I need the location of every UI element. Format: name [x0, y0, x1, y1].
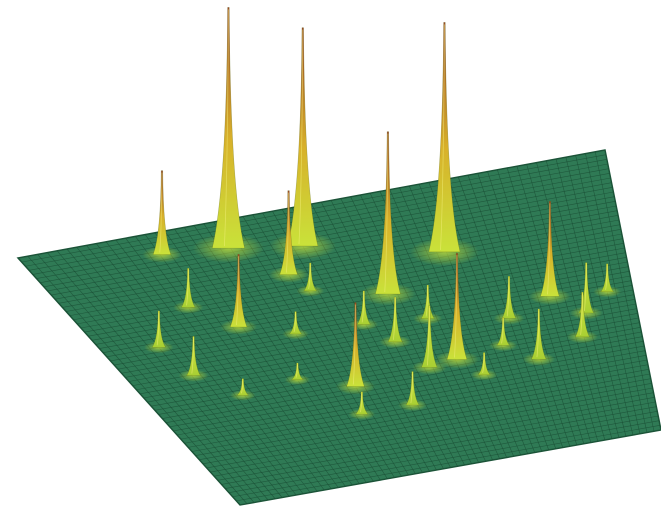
mesh-line	[206, 387, 653, 469]
mesh-line	[555, 158, 627, 437]
peak-spike	[186, 336, 201, 376]
peak-highlight	[580, 294, 583, 335]
peak-highlight	[547, 203, 551, 295]
peak-highlight	[361, 292, 365, 323]
peak-highlight	[236, 256, 239, 326]
mesh-line	[210, 392, 654, 473]
peak-highlight	[352, 304, 356, 385]
peak-highlight	[426, 307, 430, 366]
peak-highlight	[506, 278, 510, 317]
peak-spike	[152, 170, 172, 255]
peak-highlight	[440, 24, 445, 250]
peak-spike	[356, 290, 371, 325]
peak-highlight	[293, 313, 296, 333]
peak-highlight	[285, 192, 289, 273]
peak-highlight	[392, 299, 396, 340]
peak-spike	[151, 310, 166, 348]
peak-highlight	[298, 29, 304, 245]
peak-highlight	[482, 354, 485, 373]
peak-highlight	[223, 9, 229, 247]
peak-highlight	[501, 319, 504, 344]
peak-spike	[181, 268, 196, 308]
peak-highlight	[186, 270, 189, 306]
mesh-line	[239, 429, 661, 506]
peak-spike	[287, 27, 319, 247]
mesh-line	[526, 164, 606, 441]
peaks-group	[142, 7, 622, 420]
peak-highlight	[240, 380, 244, 394]
peak-spike	[531, 308, 547, 360]
peak-highlight	[159, 172, 163, 253]
peak-highlight	[359, 393, 363, 413]
mesh-line	[228, 415, 659, 493]
peak-spike	[501, 276, 517, 319]
peak-spike	[428, 22, 461, 253]
peak-highlight	[156, 312, 160, 346]
peak-spike	[279, 190, 298, 275]
peak-spike	[421, 305, 438, 368]
peak-highlight	[583, 264, 587, 312]
mesh-line	[214, 397, 655, 477]
mesh-line	[217, 401, 656, 481]
peak-highlight	[605, 265, 608, 290]
peak-spike	[387, 296, 403, 343]
peak-spike	[229, 254, 248, 328]
mesh-line	[202, 383, 652, 465]
peak-highlight	[410, 373, 413, 404]
peak-highlight	[454, 255, 458, 358]
peak-spike	[540, 200, 560, 297]
peak-highlight	[295, 364, 298, 378]
mesh-line	[594, 151, 655, 432]
peak-spike	[346, 302, 365, 387]
mesh-line	[604, 149, 661, 431]
peak-spike	[574, 291, 590, 338]
mesh-line	[236, 425, 661, 502]
mesh-line	[232, 420, 660, 498]
peak-highlight	[308, 264, 311, 289]
peak-highlight	[191, 338, 194, 374]
peak-spike	[405, 371, 420, 406]
mesh-line	[221, 406, 657, 485]
peak-spike	[446, 252, 468, 360]
peak-highlight	[384, 133, 389, 293]
peak-highlight	[425, 286, 429, 317]
peak-spike	[211, 7, 245, 249]
peak-highlight	[536, 310, 540, 358]
mesh-line	[225, 411, 658, 489]
peak-spike	[420, 284, 435, 319]
peak-spike	[375, 131, 401, 295]
